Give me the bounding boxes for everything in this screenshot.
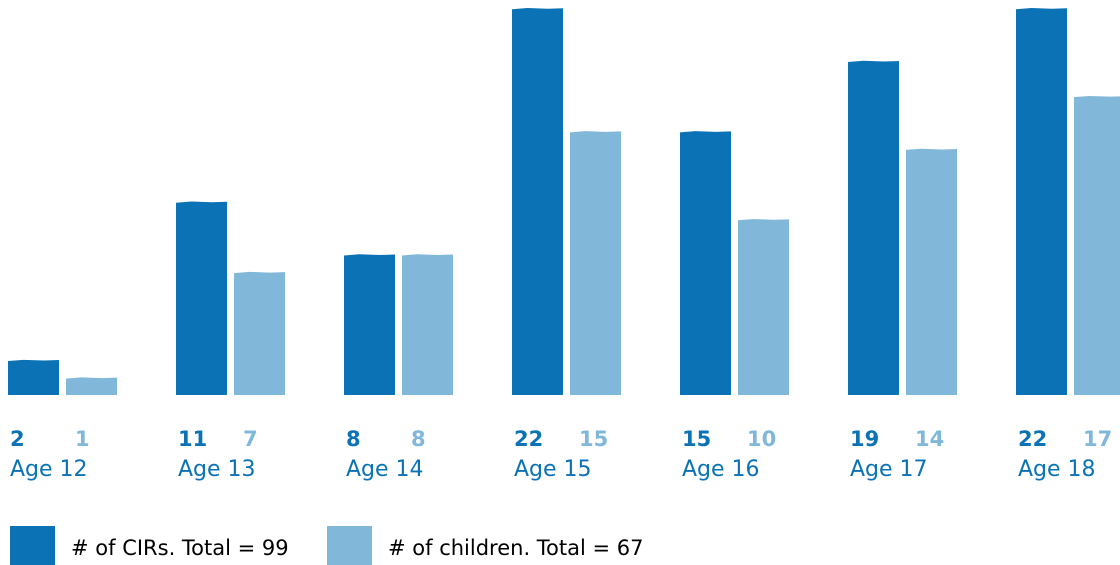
bar-children-age-14 (402, 254, 453, 395)
bar-children-age-15 (570, 131, 621, 396)
bar-children-age-16 (738, 219, 789, 395)
category-label-age-15: Age 15 (514, 457, 592, 482)
category-label-age-16: Age 16 (682, 457, 760, 482)
bar-cirs-age-17 (848, 60, 899, 395)
category-label-age-18: Age 18 (1018, 457, 1096, 482)
bars-layer (8, 8, 1120, 396)
bar-cirs-age-13 (176, 201, 227, 395)
value-label-children-age-15: 15 (579, 427, 608, 451)
bar-cirs-age-15 (512, 8, 563, 395)
value-label-cirs-age-14: 8 (346, 427, 361, 451)
value-label-children-age-18: 17 (1083, 427, 1112, 451)
bar-cirs-age-12 (8, 359, 59, 395)
value-label-cirs-age-18: 22 (1018, 427, 1047, 451)
value-label-cirs-age-13: 11 (178, 427, 207, 451)
value-label-children-age-14: 8 (411, 427, 426, 451)
category-label-age-12: Age 12 (10, 457, 88, 482)
value-label-cirs-age-12: 2 (10, 427, 25, 451)
legend-swatch-cirs (10, 526, 55, 565)
value-label-children-age-17: 14 (915, 427, 944, 451)
bar-children-age-17 (906, 148, 957, 395)
bar-children-age-12 (66, 377, 117, 395)
bar-children-age-13 (234, 271, 285, 395)
value-label-cirs-age-17: 19 (850, 427, 879, 451)
legend-swatch-children (327, 526, 372, 565)
category-label-age-17: Age 17 (850, 457, 928, 482)
legend: # of CIRs. Total = 99 # of children. Tot… (10, 526, 644, 565)
category-label-age-14: Age 14 (346, 457, 424, 482)
value-label-cirs-age-16: 15 (682, 427, 711, 451)
value-label-children-age-13: 7 (243, 427, 258, 451)
bar-cirs-age-16 (680, 131, 731, 396)
category-labels-layer: Age 12 Age 13 Age 14 Age 15 Age 16 Age 17 Age … (10, 457, 1096, 482)
value-label-children-age-12: 1 (75, 427, 90, 451)
bar-cirs-age-18 (1016, 8, 1067, 395)
bar-cirs-age-14 (344, 254, 395, 395)
category-label-age-13: Age 13 (178, 457, 256, 482)
legend-label-cirs: # of CIRs. Total = 99 (71, 536, 289, 560)
value-labels-layer: 2 1 11 7 8 8 22 15 15 10 19 14 22 17 (10, 427, 1112, 451)
value-label-cirs-age-15: 22 (514, 427, 543, 451)
legend-label-children: # of children. Total = 67 (388, 536, 644, 560)
value-label-children-age-16: 10 (747, 427, 776, 451)
bar-children-age-18 (1074, 95, 1120, 395)
